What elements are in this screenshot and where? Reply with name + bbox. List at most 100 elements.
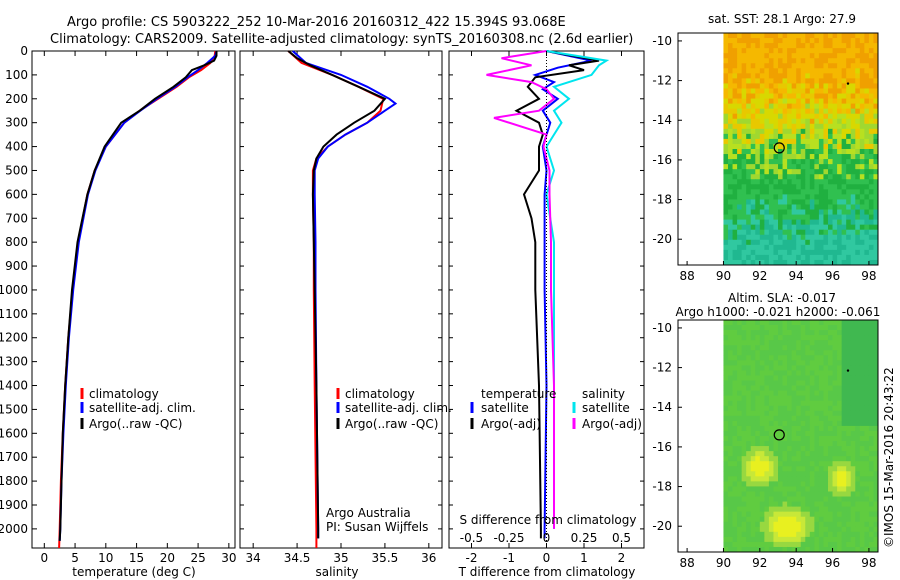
map-cell — [773, 390, 779, 397]
map-cell — [791, 204, 797, 210]
map-cell — [800, 345, 806, 351]
map-cell — [814, 456, 820, 462]
map-cell — [800, 385, 806, 392]
map-cell — [787, 496, 793, 502]
map-cell — [723, 360, 729, 366]
map-cell — [837, 154, 843, 160]
map-cell — [841, 103, 847, 110]
map-cell — [837, 491, 843, 497]
map-cell — [818, 48, 824, 54]
map-cell — [859, 174, 865, 180]
map-cell — [787, 511, 793, 518]
map-cell — [818, 441, 824, 447]
map-cell — [773, 526, 779, 533]
map-cell — [855, 259, 861, 266]
map-cell — [759, 143, 765, 150]
map-cell — [787, 209, 793, 215]
map-cell — [809, 234, 815, 241]
map-cell — [732, 330, 738, 336]
map-cell — [723, 189, 729, 195]
map-cell — [809, 511, 815, 518]
x-tick-label: 0 — [543, 551, 551, 565]
map-cell — [773, 43, 779, 49]
map-cell — [868, 355, 874, 361]
map-cell — [723, 58, 729, 64]
map-cell — [828, 526, 833, 533]
map-cell — [850, 164, 856, 170]
map-cell — [850, 441, 856, 447]
map-cell — [746, 511, 752, 518]
map-cell — [768, 330, 774, 336]
map-cell — [768, 128, 774, 135]
map-cell — [782, 365, 788, 371]
map-cell — [737, 33, 743, 39]
map-cell — [728, 385, 733, 392]
map-cell — [800, 239, 806, 246]
map-cell — [859, 239, 865, 246]
map-cell — [750, 536, 756, 543]
map-cell — [855, 179, 861, 185]
map-cell — [864, 154, 870, 160]
y-tick-label: -10 — [652, 321, 672, 335]
map-cell — [855, 78, 861, 84]
map-cell — [782, 446, 788, 452]
map-cell — [805, 68, 811, 74]
map-cell — [859, 249, 865, 256]
map-cell — [818, 164, 824, 170]
map-cell — [782, 108, 788, 115]
map-cell — [773, 486, 779, 492]
map-cell — [750, 98, 756, 105]
map-cell — [773, 335, 779, 341]
map-cell — [723, 511, 729, 518]
map-cell — [732, 325, 738, 331]
map-cell — [791, 420, 797, 427]
map-cell — [782, 415, 788, 422]
map-cell — [846, 405, 852, 412]
map-cell — [868, 113, 874, 120]
map-cell — [805, 83, 811, 89]
map-cell — [855, 451, 861, 457]
y-tick-label: 300 — [5, 116, 28, 130]
map-cell — [741, 451, 747, 457]
map-cell — [778, 345, 783, 351]
map-cell — [768, 456, 774, 462]
map-cell — [773, 375, 779, 381]
map-cell — [778, 83, 783, 89]
map-cell — [782, 184, 788, 190]
map-cell — [873, 415, 879, 422]
map-cell — [759, 63, 765, 69]
map-cell — [787, 521, 793, 528]
map-cell — [850, 194, 856, 200]
map-cell — [737, 179, 743, 185]
y-tick-label: 1600 — [0, 426, 28, 440]
map-cell — [732, 436, 738, 442]
map-cell — [850, 128, 856, 135]
map-cell — [778, 456, 783, 462]
map-cell — [800, 214, 806, 221]
map-cell — [728, 184, 733, 190]
map-cell — [773, 128, 779, 135]
map-cell — [764, 103, 770, 110]
map-cell — [737, 194, 743, 200]
map-cell — [805, 103, 811, 110]
map-cell — [864, 501, 870, 508]
map-cell — [850, 244, 856, 251]
map-cell — [764, 375, 770, 381]
y-tick-label: 1400 — [0, 379, 28, 393]
map-cell — [764, 154, 770, 160]
map-cell — [732, 521, 738, 528]
map-cell — [723, 63, 729, 69]
map-cell — [787, 33, 793, 39]
map-cell — [723, 138, 729, 145]
map-cell — [800, 521, 806, 528]
map-cell — [750, 194, 756, 200]
map-cell — [787, 259, 793, 266]
map-cell — [773, 68, 779, 74]
map-cell — [755, 239, 761, 246]
map-cell — [841, 234, 847, 241]
map-cell — [728, 405, 733, 412]
map-cell — [814, 128, 820, 135]
map-cell — [814, 194, 820, 200]
map-cell — [737, 425, 743, 432]
map-cell — [728, 83, 733, 89]
